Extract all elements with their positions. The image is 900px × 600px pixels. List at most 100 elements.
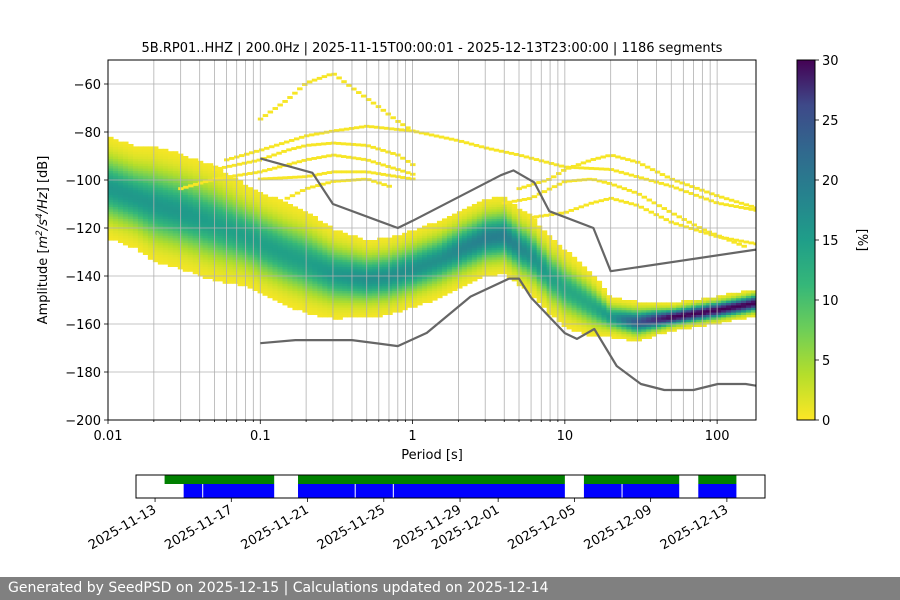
psd-cell	[451, 278, 458, 282]
psd-cell	[616, 309, 623, 313]
psd-cell	[362, 268, 368, 272]
psd-cell	[631, 319, 637, 323]
psd-cell	[726, 312, 732, 315]
psd-cell	[441, 254, 448, 258]
psd-outlier-cell	[703, 197, 710, 201]
psd-cell	[596, 302, 603, 306]
psd-cell	[556, 300, 563, 303]
psd-outlier-cell	[336, 76, 342, 80]
psd-cell	[117, 168, 124, 171]
psd-outlier-cell	[271, 166, 278, 170]
psd-cell	[412, 292, 418, 296]
psd-cell	[372, 285, 378, 289]
psd-cell	[596, 290, 603, 294]
psd-cell	[277, 271, 284, 275]
psd-outlier-cell	[728, 237, 734, 241]
psd-cell	[646, 321, 652, 325]
psd-cell	[172, 170, 179, 174]
psd-cell	[367, 247, 373, 251]
psd-cell	[412, 288, 418, 291]
psd-cell	[541, 242, 548, 246]
psd-cell	[671, 304, 677, 308]
psd-cell	[581, 309, 588, 313]
psd-outlier-cell	[585, 159, 592, 163]
psd-cell	[252, 201, 259, 205]
psd-cell	[117, 228, 124, 231]
psd-cell	[461, 235, 468, 239]
psd-cell	[372, 247, 378, 251]
psd-cell	[137, 244, 144, 248]
psd-outlier-cell	[443, 136, 450, 140]
psd-cell	[207, 254, 214, 258]
psd-outlier-cell	[383, 126, 390, 130]
psd-cell	[342, 295, 348, 299]
psd-cell	[232, 182, 239, 186]
psd-outlier-cell	[287, 176, 293, 179]
psd-outlier-cell	[588, 201, 595, 205]
psd-cell	[531, 235, 538, 239]
psd-cell	[446, 283, 453, 287]
psd-cell	[741, 307, 747, 311]
psd-cell	[157, 247, 164, 251]
psd-cell	[232, 237, 239, 241]
psd-cell	[327, 307, 333, 311]
psd-cell	[706, 304, 712, 308]
psd-outlier-cell	[370, 101, 377, 105]
psd-cell	[192, 208, 199, 212]
psd-cell	[287, 242, 294, 246]
psd-cell	[506, 228, 513, 231]
psd-cell	[142, 163, 149, 167]
psd-cell	[222, 172, 229, 176]
psd-cell	[526, 268, 533, 272]
psd-cell	[357, 237, 363, 241]
psd-cell	[337, 240, 343, 243]
psd-cell	[422, 288, 428, 291]
psd-cell	[122, 180, 129, 183]
psd-cell	[422, 271, 428, 275]
psd-outlier-cell	[370, 160, 377, 164]
psd-cell	[292, 216, 299, 219]
psd-cell	[272, 235, 279, 239]
psd-cell	[192, 242, 199, 246]
psd-cell	[297, 256, 303, 260]
psd-cell	[108, 213, 114, 217]
psd-cell	[456, 240, 463, 243]
psd-outlier-cell	[648, 179, 655, 183]
psd-cell	[227, 177, 234, 181]
psd-cell	[202, 254, 209, 258]
psd-cell	[476, 259, 483, 263]
psd-cell	[172, 206, 179, 210]
psd-cell	[212, 199, 219, 203]
psd-cell	[571, 302, 578, 306]
psd-cell	[187, 249, 194, 253]
psd-cell	[746, 300, 752, 303]
psd-cell	[576, 278, 583, 282]
psd-cell	[541, 230, 548, 234]
psd-cell	[382, 309, 388, 313]
psd-cell	[606, 319, 613, 323]
psd-cell	[526, 213, 533, 217]
psd-cell	[197, 216, 204, 219]
psd-cell	[152, 160, 159, 164]
psd-cell	[262, 273, 269, 277]
psd-cell	[162, 182, 169, 186]
psd-cell	[272, 252, 279, 255]
psd-cell	[382, 261, 388, 265]
psd-cell	[252, 247, 259, 251]
psd-cell	[337, 268, 343, 272]
psd-cell	[402, 252, 408, 255]
psd-cell	[157, 160, 164, 164]
psd-cell	[122, 182, 129, 186]
psd-cell	[546, 285, 553, 289]
psd-cell	[422, 261, 428, 265]
psd-cell	[521, 218, 528, 222]
psd-cell	[287, 273, 294, 277]
psd-cell	[182, 177, 189, 181]
psd-cell	[337, 244, 343, 248]
psd-cell	[132, 204, 139, 207]
psd-cell	[232, 244, 239, 248]
psd-cell	[112, 182, 119, 186]
psd-cell	[262, 213, 269, 217]
psd-cell	[237, 192, 244, 195]
psd-cell	[441, 288, 448, 291]
